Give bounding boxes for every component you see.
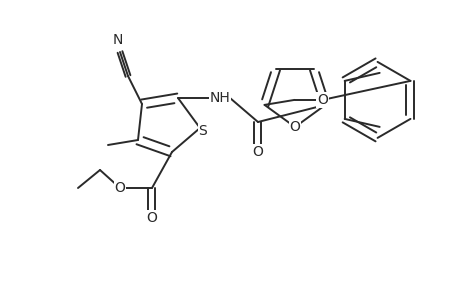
Text: NH: NH (209, 91, 230, 105)
Text: O: O (289, 120, 300, 134)
Text: S: S (198, 124, 207, 138)
Text: O: O (252, 145, 263, 159)
Text: O: O (316, 93, 327, 107)
Text: N: N (112, 33, 123, 47)
Text: O: O (114, 181, 125, 195)
Text: O: O (146, 211, 157, 225)
